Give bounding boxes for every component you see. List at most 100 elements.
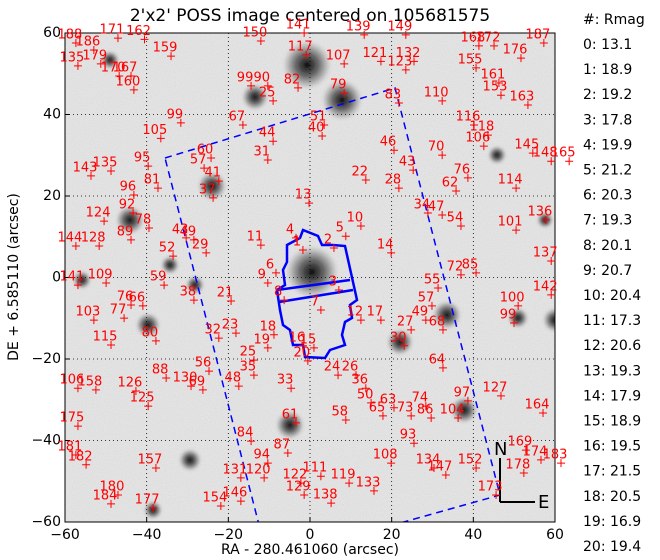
compass-east: E <box>538 492 549 513</box>
y-tick-label: 40 <box>43 107 61 123</box>
star-label: 164 <box>525 398 550 413</box>
star-label: 3 <box>329 274 337 289</box>
star-label: 18 <box>260 319 277 334</box>
star-label: 153 <box>483 80 508 95</box>
star-label: 162 <box>126 24 151 39</box>
star-label: 59 <box>150 270 167 285</box>
star-marker <box>361 384 370 393</box>
star-label: 64 <box>429 352 446 367</box>
star-label: 57 <box>190 153 207 168</box>
star-marker <box>452 186 461 195</box>
star-marker <box>149 503 158 512</box>
y-axis-label: DE + 6.585110 (arcsec) <box>6 193 22 361</box>
star-label: 52 <box>159 241 176 256</box>
star-marker <box>198 385 207 394</box>
star-label: 44 <box>259 126 276 141</box>
y-tick-label: 60 <box>43 25 61 41</box>
star-label: 135 <box>93 155 118 170</box>
star-marker <box>271 268 280 277</box>
legend-entry: 11: 17.3 <box>583 313 641 329</box>
star-marker <box>71 241 80 250</box>
star-label: 161 <box>481 67 506 82</box>
star-label: 19 <box>254 332 271 347</box>
star-marker <box>394 184 403 193</box>
star-label: 143 <box>73 160 98 175</box>
star-marker <box>113 490 122 499</box>
legend-entry: 5: 21.2 <box>583 163 632 179</box>
star-marker <box>200 164 209 173</box>
star-label: 116 <box>456 109 481 124</box>
legend-entry: 14: 17.9 <box>583 388 641 404</box>
star-label: 139 <box>346 19 371 34</box>
star-label: 127 <box>483 380 508 395</box>
star-marker <box>463 173 472 182</box>
y-tick-label: −40 <box>31 433 61 449</box>
star-marker <box>216 501 225 510</box>
star-marker <box>456 270 465 279</box>
star-marker <box>236 497 245 506</box>
star-label: 149 <box>387 19 412 34</box>
legend-entry: 1: 18.9 <box>583 62 632 78</box>
star-label: 40 <box>308 120 325 135</box>
star-marker <box>512 226 521 235</box>
star-label: 130 <box>173 371 198 386</box>
star-marker <box>263 81 272 90</box>
star-marker <box>129 208 138 217</box>
star-label: 62 <box>442 175 459 190</box>
star-label: 118 <box>469 120 494 135</box>
star-label: 186 <box>75 34 100 49</box>
star-marker <box>82 460 91 469</box>
star-label: 10 <box>347 211 364 226</box>
legend-entry: 17: 21.5 <box>583 464 641 480</box>
star-marker <box>209 193 218 202</box>
x-tick-label: 20 <box>383 527 401 543</box>
star-marker <box>138 301 147 310</box>
star-marker <box>236 473 245 482</box>
star-label: 6 <box>266 257 274 272</box>
star-marker <box>129 85 138 94</box>
star-label: 47 <box>428 200 445 215</box>
star-marker <box>539 409 548 418</box>
star-label: 34 <box>414 197 431 212</box>
star-label: 54 <box>447 211 464 226</box>
star-label: 12 <box>347 305 364 320</box>
star-marker <box>169 252 178 261</box>
legend-entry: 12: 20.6 <box>583 338 641 354</box>
star-label: 123 <box>387 54 412 69</box>
star-marker <box>387 248 396 257</box>
star-label: 50 <box>357 387 374 402</box>
star-marker <box>303 356 312 365</box>
star-marker <box>341 415 350 424</box>
star-marker <box>496 91 505 100</box>
star-label: 103 <box>75 305 100 320</box>
star-marker <box>127 301 136 310</box>
star-marker <box>96 59 105 68</box>
star-label: 49 <box>412 305 429 320</box>
star-label: 183 <box>543 448 568 463</box>
star-marker <box>249 356 258 365</box>
star-label: 82 <box>284 72 301 87</box>
star-label: 11 <box>247 230 264 245</box>
star-marker <box>144 224 153 233</box>
star-label: 30 <box>390 330 407 345</box>
star-label: 146 <box>222 486 247 501</box>
star-label: 61 <box>282 407 299 422</box>
star-marker <box>300 490 309 499</box>
star-marker <box>547 257 556 266</box>
star-marker <box>247 81 256 90</box>
star-marker <box>470 120 479 129</box>
x-tick-label: 40 <box>464 527 482 543</box>
star-label: 187 <box>525 28 550 43</box>
star-marker <box>151 464 160 473</box>
star-label: 97 <box>454 385 471 400</box>
legend-entry: 10: 20.4 <box>583 288 641 304</box>
legend-entry: 8: 20.1 <box>583 238 632 254</box>
star-label: 155 <box>458 52 483 67</box>
star-label: 68 <box>429 314 446 329</box>
star-label: 35 <box>240 360 257 375</box>
star-marker <box>160 281 169 290</box>
star-label: 124 <box>86 206 111 221</box>
star-label: 7 <box>311 294 319 309</box>
star-marker <box>490 41 499 50</box>
star-marker <box>115 72 124 81</box>
